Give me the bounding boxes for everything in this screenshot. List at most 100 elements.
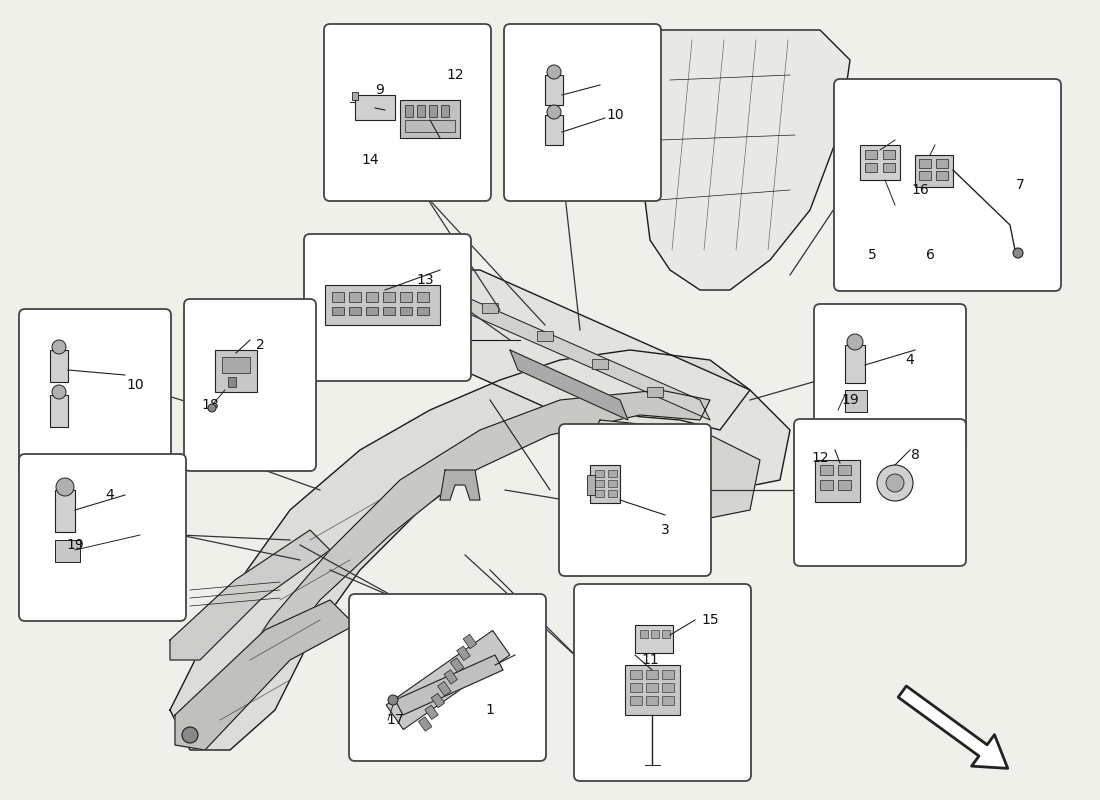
Bar — [608, 470, 617, 477]
FancyBboxPatch shape — [324, 24, 491, 201]
Bar — [918, 171, 931, 180]
Text: 12: 12 — [447, 68, 464, 82]
Bar — [366, 307, 378, 315]
Bar — [349, 292, 361, 302]
Text: 10: 10 — [606, 108, 624, 122]
Bar — [640, 630, 648, 638]
Bar — [324, 285, 440, 325]
Text: 14: 14 — [361, 153, 378, 167]
Bar — [647, 387, 663, 397]
Circle shape — [182, 727, 198, 743]
Bar — [815, 460, 860, 502]
Bar — [349, 307, 361, 315]
Bar — [417, 307, 429, 315]
Text: 5: 5 — [868, 248, 877, 262]
Polygon shape — [175, 600, 355, 750]
Bar — [441, 105, 449, 117]
Bar — [355, 95, 395, 120]
Bar — [450, 658, 464, 672]
FancyBboxPatch shape — [794, 419, 966, 566]
Polygon shape — [230, 390, 710, 700]
Bar — [587, 475, 595, 495]
FancyBboxPatch shape — [814, 304, 966, 451]
Bar — [417, 105, 425, 117]
Bar — [630, 683, 642, 692]
Circle shape — [886, 474, 904, 492]
Bar — [595, 480, 604, 487]
Bar — [50, 395, 68, 427]
FancyBboxPatch shape — [19, 309, 170, 476]
Bar — [595, 470, 604, 477]
Bar — [431, 694, 444, 708]
Bar — [630, 696, 642, 705]
Bar — [590, 465, 620, 503]
Circle shape — [547, 65, 561, 79]
Bar — [635, 625, 673, 653]
Bar — [228, 377, 236, 387]
Bar — [646, 670, 658, 679]
Text: 13: 13 — [416, 273, 433, 287]
Text: 15: 15 — [701, 613, 718, 627]
Bar — [662, 683, 674, 692]
Bar — [400, 307, 412, 315]
Bar — [50, 350, 68, 382]
FancyBboxPatch shape — [349, 594, 546, 761]
Bar — [405, 105, 412, 117]
FancyBboxPatch shape — [19, 454, 186, 621]
Bar — [444, 670, 458, 684]
Circle shape — [1013, 248, 1023, 258]
Bar — [662, 696, 674, 705]
Polygon shape — [575, 420, 760, 520]
Bar — [482, 303, 498, 313]
Bar — [845, 390, 867, 412]
Bar — [405, 120, 455, 132]
Circle shape — [847, 334, 864, 350]
Polygon shape — [510, 350, 628, 420]
Text: 1: 1 — [485, 703, 494, 717]
FancyBboxPatch shape — [504, 24, 661, 201]
FancyBboxPatch shape — [184, 299, 316, 471]
Circle shape — [208, 404, 216, 412]
Text: 6: 6 — [925, 248, 934, 262]
Text: 18: 18 — [201, 398, 219, 412]
Text: 11: 11 — [641, 653, 659, 667]
Bar — [936, 159, 948, 168]
FancyArrowPatch shape — [899, 686, 1008, 768]
Bar — [838, 480, 851, 490]
Bar — [463, 634, 476, 649]
Bar — [820, 465, 833, 475]
Text: 8: 8 — [911, 448, 920, 462]
Text: 16: 16 — [911, 183, 928, 197]
Bar — [820, 480, 833, 490]
Text: 4: 4 — [905, 353, 914, 367]
Polygon shape — [440, 470, 480, 500]
Circle shape — [547, 105, 561, 119]
Bar — [544, 115, 563, 145]
Bar — [845, 345, 865, 383]
Bar — [592, 359, 608, 369]
Bar — [608, 480, 617, 487]
Bar — [608, 490, 617, 497]
FancyBboxPatch shape — [304, 234, 471, 381]
Circle shape — [52, 340, 66, 354]
Text: 10: 10 — [126, 378, 144, 392]
Bar — [544, 75, 563, 105]
Text: 12: 12 — [811, 451, 828, 465]
Bar — [383, 292, 395, 302]
Text: 9: 9 — [375, 83, 384, 97]
Bar — [595, 490, 604, 497]
Text: 4: 4 — [106, 488, 114, 502]
Bar — [417, 292, 429, 302]
Circle shape — [877, 465, 913, 501]
Bar — [400, 100, 460, 138]
Bar — [383, 307, 395, 315]
Polygon shape — [170, 350, 750, 750]
Bar — [214, 350, 257, 392]
Text: 3: 3 — [661, 523, 670, 537]
Text: 19: 19 — [66, 538, 84, 552]
Bar — [883, 163, 895, 172]
Bar — [386, 630, 509, 730]
Bar — [662, 670, 674, 679]
Text: 2: 2 — [255, 338, 264, 352]
Bar — [366, 292, 378, 302]
